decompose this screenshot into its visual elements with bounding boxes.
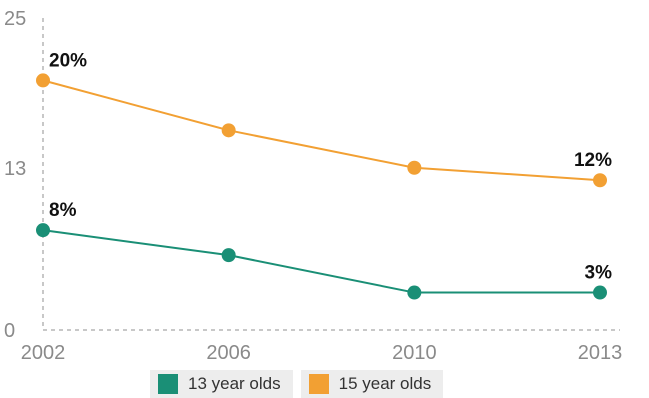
x-tick-label: 2002 [21, 342, 66, 364]
legend-label-15-year-olds: 15 year olds [338, 374, 432, 393]
legend-item-13-year-olds[interactable]: 13 year olds [150, 370, 293, 398]
data-label: 3% [585, 263, 613, 284]
data-point [593, 173, 607, 188]
data-point [407, 160, 422, 175]
series-layer [36, 73, 607, 300]
legend-swatch-15-year-olds [308, 374, 329, 394]
x-tick-label: 2010 [392, 342, 437, 364]
x-tick-label: 2013 [578, 342, 623, 364]
data-point [407, 285, 422, 300]
data-label: 20% [49, 50, 87, 71]
data-point [36, 223, 50, 238]
data-point [221, 123, 236, 138]
y-tick-label: 25 [4, 8, 26, 30]
data-point [593, 285, 607, 300]
data-point [221, 248, 236, 263]
data-point [36, 73, 50, 88]
data-label: 8% [49, 200, 77, 221]
data-label-layer: 8% 3% 20% 12% [49, 50, 612, 283]
line-chart: 0 13 25 2002 2006 2010 2013 8% 3% 20% 12% [4, 8, 622, 364]
legend-item-15-year-olds[interactable]: 15 year olds [300, 370, 444, 398]
legend-label-13-year-olds: 13 year olds [188, 374, 281, 393]
axes: 0 13 25 2002 2006 2010 2013 [4, 8, 622, 364]
series-line [42, 229, 600, 294]
series-line [42, 79, 601, 182]
legend-swatch-13-year-olds [158, 374, 178, 394]
y-tick-label: 0 [4, 320, 15, 342]
y-tick-label: 13 [4, 158, 26, 180]
legend: 13 year olds 15 year olds [150, 370, 444, 398]
data-label: 12% [574, 150, 612, 171]
x-tick-label: 2006 [206, 342, 251, 364]
